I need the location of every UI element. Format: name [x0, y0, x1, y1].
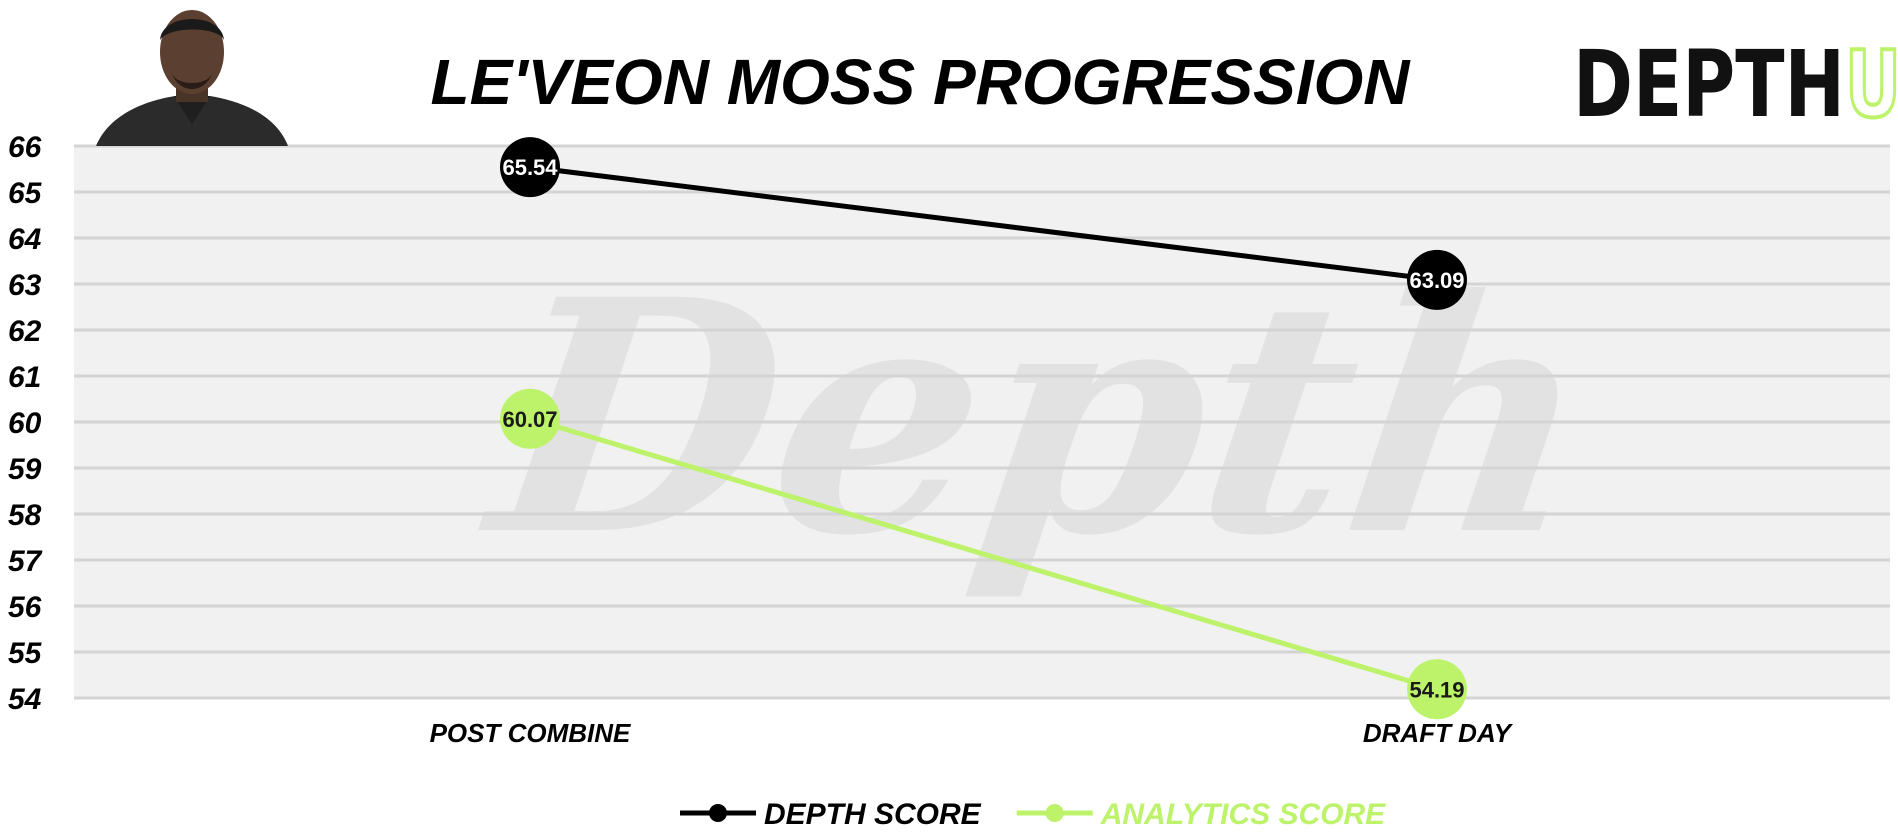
y-tick-label: 56: [8, 591, 42, 624]
y-axis: 54 55 56 57 58 59 60 61 62 63 64 65 66: [8, 131, 43, 716]
avatar: [96, 10, 288, 146]
legend-label: DEPTH SCORE: [764, 798, 982, 831]
y-tick-label: 54: [8, 683, 42, 716]
x-axis: POST COMBINE DRAFT DAY: [430, 718, 1514, 748]
y-tick-label: 60: [8, 407, 42, 440]
y-tick-label: 61: [8, 361, 41, 394]
series-line: [529, 416, 1438, 692]
legend-swatch-marker: [709, 804, 727, 822]
data-point: [1407, 659, 1467, 720]
x-tick-label: POST COMBINE: [430, 718, 631, 748]
data-point: [500, 137, 560, 198]
legend: DEPTH SCORE ANALYTICS SCORE: [680, 798, 1386, 831]
data-label: 65.54: [502, 155, 558, 180]
logo-accent-text: U: [1845, 31, 1898, 138]
y-tick-label: 59: [8, 453, 42, 486]
gridlines: [74, 144, 1890, 700]
data-point: [1407, 249, 1467, 310]
logo-main-text: DEPTH: [1573, 31, 1845, 138]
data-label: 63.09: [1409, 268, 1464, 293]
y-tick-label: 62: [8, 315, 42, 348]
data-label: 60.07: [502, 407, 557, 432]
y-tick-label: 65: [8, 177, 43, 210]
y-tick-label: 55: [8, 637, 43, 670]
data-label: 54.19: [1409, 677, 1464, 702]
x-tick-label: DRAFT DAY: [1363, 718, 1514, 748]
legend-swatch-marker: [1045, 804, 1064, 822]
y-tick-label: 57: [8, 545, 43, 578]
legend-label: ANALYTICS SCORE: [1100, 798, 1386, 831]
y-tick-label: 66: [8, 131, 42, 164]
chart-title: LE'VEON MOSS PROGRESSION: [431, 46, 1412, 118]
series-group: 65.54 63.09 60.07 54.19: [500, 137, 1467, 720]
series-line: [529, 164, 1438, 283]
y-tick-label: 63: [8, 269, 42, 302]
data-point: [500, 388, 560, 449]
brand-logo: DEPTH U: [1573, 29, 1898, 140]
y-tick-label: 58: [8, 499, 42, 532]
y-tick-label: 64: [8, 223, 42, 256]
